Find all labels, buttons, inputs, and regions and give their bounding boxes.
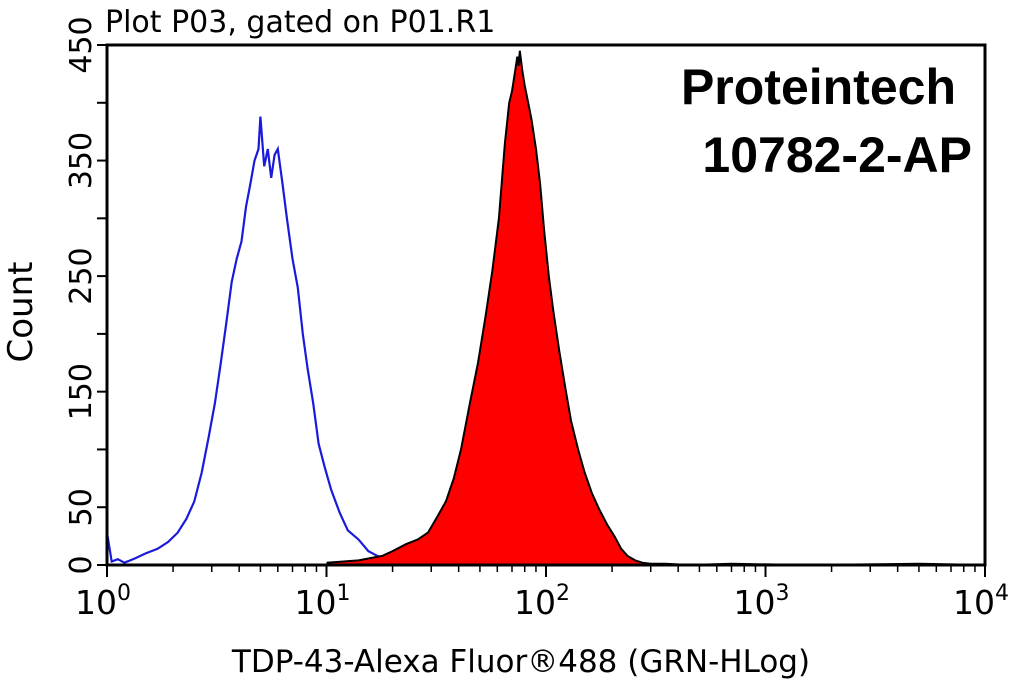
y-tick-label: 450 [64, 16, 99, 73]
x-tick-exponent: 4 [995, 581, 1009, 606]
y-tick-label: 50 [64, 488, 99, 526]
x-tick-exponent: 0 [117, 581, 131, 606]
y-axis-label: Count [1, 262, 41, 363]
y-tick-label: 150 [64, 363, 99, 420]
x-axis-label: TDP-43-Alexa Fluor®488 (GRN-HLog) [231, 644, 810, 680]
x-tick-label: 103 [734, 581, 790, 622]
annotation-line-1: Proteintech [681, 59, 956, 115]
x-tick-label: 101 [295, 581, 351, 622]
chart-title: Plot P03, gated on P01.R1 [105, 5, 495, 40]
x-tick-label: 100 [75, 581, 131, 622]
y-tick-label: 0 [64, 555, 99, 574]
x-tick-exponent: 3 [776, 581, 790, 606]
annotation-line-2: 10782-2-AP [702, 127, 972, 183]
series-outline-1 [326, 50, 986, 567]
x-tick-label: 104 [953, 581, 1009, 622]
y-tick-label: 350 [64, 132, 99, 189]
series-line-0 [105, 116, 386, 564]
series-fill-1 [326, 50, 985, 566]
plot-frame [105, 43, 987, 567]
series-layer [105, 50, 986, 567]
y-tick-label: 250 [64, 247, 99, 304]
x-tick-label: 102 [514, 581, 570, 622]
annotation: Proteintech 10782-2-AP [681, 59, 972, 183]
x-tick-exponent: 2 [556, 581, 570, 606]
x-tick-exponent: 1 [337, 581, 351, 606]
